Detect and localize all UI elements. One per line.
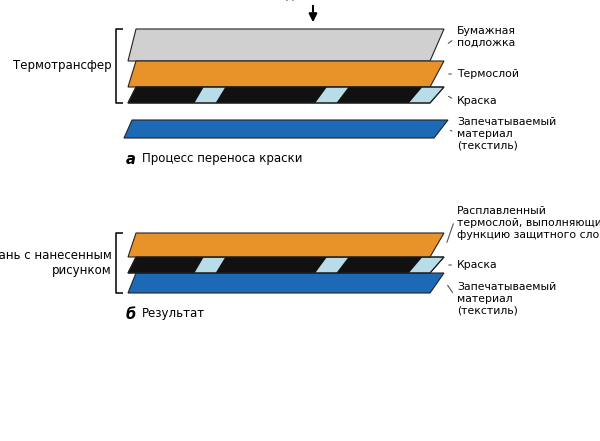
Text: а: а — [126, 152, 136, 167]
Polygon shape — [215, 257, 327, 273]
Text: Краска: Краска — [448, 96, 497, 106]
Text: Расплавленный
термослой, выполняющий
функцию защитного слоя: Расплавленный термослой, выполняющий фун… — [447, 206, 600, 243]
Text: Запечатываемый
материал
(текстиль): Запечатываемый материал (текстиль) — [451, 117, 556, 150]
Polygon shape — [128, 257, 204, 273]
Text: Подача тепла: Подача тепла — [270, 0, 356, 1]
Polygon shape — [337, 87, 422, 103]
Polygon shape — [128, 61, 444, 87]
Polygon shape — [337, 257, 422, 273]
Text: Бумажная
подложка: Бумажная подложка — [448, 26, 516, 48]
Polygon shape — [128, 257, 444, 273]
Polygon shape — [215, 87, 327, 103]
Text: Краска: Краска — [449, 260, 497, 270]
Polygon shape — [128, 273, 444, 293]
Text: Процесс переноса краски: Процесс переноса краски — [142, 152, 302, 165]
Text: Запечатываемый
материал
(текстиль): Запечатываемый материал (текстиль) — [448, 282, 556, 316]
Polygon shape — [124, 120, 448, 138]
Text: б: б — [126, 307, 136, 322]
Text: Результат: Результат — [142, 307, 205, 320]
Polygon shape — [128, 87, 204, 103]
Text: Термослой: Термослой — [449, 69, 519, 79]
Polygon shape — [128, 87, 444, 103]
Text: Ткань с нанесенным
рисунком: Ткань с нанесенным рисунком — [0, 249, 112, 277]
Polygon shape — [128, 29, 444, 61]
Text: Термотрансфер: Термотрансфер — [13, 60, 112, 72]
Polygon shape — [128, 233, 444, 257]
